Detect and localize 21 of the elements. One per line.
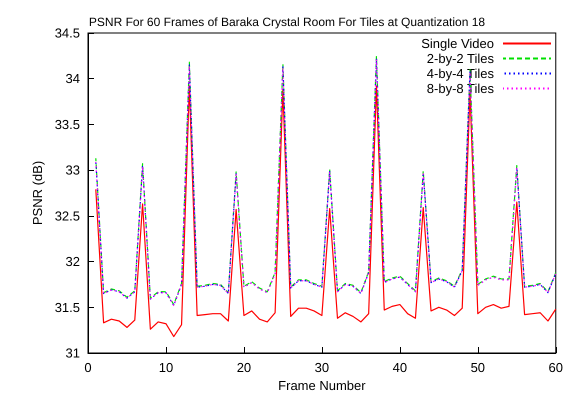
x-tick-label: 10 (158, 360, 174, 375)
x-tick-label: 0 (84, 360, 92, 375)
x-tick-label: 50 (470, 360, 486, 375)
x-tick-label: 40 (392, 360, 408, 375)
x-axis-title: Frame Number (278, 378, 366, 393)
y-axis-title: PSNR (dB) (30, 160, 45, 226)
y-tick-label: 33 (66, 162, 80, 178)
y-tick-label: 34 (66, 71, 80, 86)
x-tick-label: 30 (314, 360, 330, 375)
line-series (95, 85, 556, 338)
y-tick-label: 31 (66, 346, 80, 360)
x-tick-label: 60 (548, 360, 564, 375)
chart-title: PSNR For 60 Frames of Baraka Crystal Room For Tiles at Quantization 18 (88, 15, 486, 29)
y-tick-label: 31.5 (54, 300, 80, 315)
x-tick-label: 20 (236, 360, 252, 375)
y-tick-label: 33.5 (54, 116, 80, 132)
y-tick-label: 32 (66, 254, 80, 270)
legend-label: 2-by-2 Tiles (426, 51, 494, 66)
y-tick-label: 32.5 (54, 208, 80, 224)
legend-label: Single Video (421, 36, 494, 51)
y-tick-label: 34.5 (54, 26, 80, 40)
